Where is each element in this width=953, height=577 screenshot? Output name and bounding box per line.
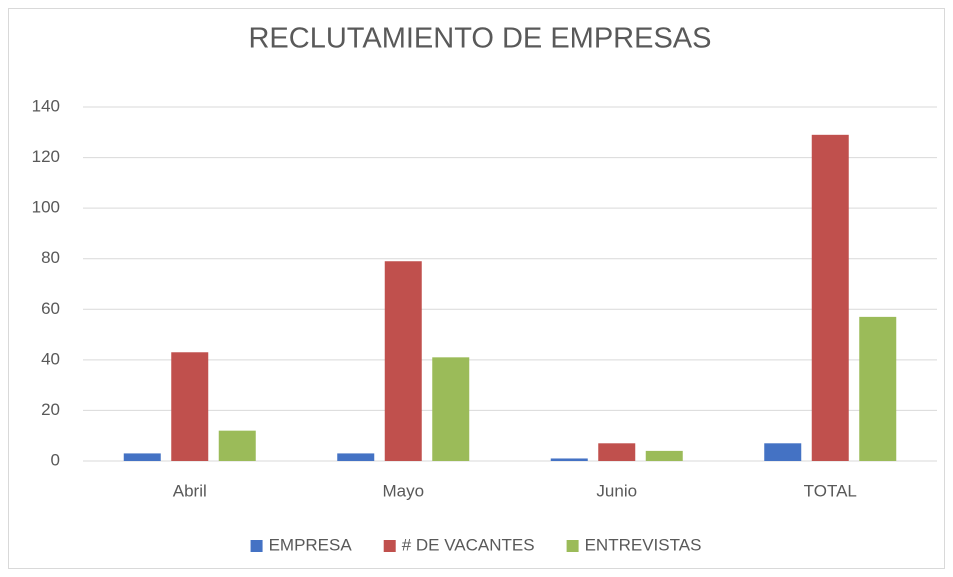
bar — [645, 450, 683, 461]
chart-border — [8, 8, 945, 569]
bar — [859, 316, 897, 461]
legend-label: # DE VACANTES — [402, 535, 535, 554]
bar — [384, 261, 422, 461]
bar — [811, 134, 849, 462]
x-tick-label: Mayo — [382, 481, 424, 500]
legend-label: EMPRESA — [269, 535, 353, 554]
bar — [764, 443, 802, 461]
legend-swatch — [250, 540, 263, 552]
x-tick-label: Abril — [173, 481, 207, 500]
x-tick-label: TOTAL — [804, 481, 857, 500]
y-tick-label: 20 — [41, 400, 60, 419]
legend-swatch — [566, 540, 579, 552]
y-tick-label: 40 — [41, 349, 60, 368]
x-tick-label: Junio — [596, 481, 637, 500]
y-tick-label: 120 — [32, 147, 60, 166]
legend-swatch — [383, 540, 396, 552]
y-tick-label: 100 — [32, 198, 60, 217]
legend-label: ENTREVISTAS — [585, 535, 702, 554]
bar — [598, 443, 636, 461]
bar — [432, 357, 470, 461]
y-tick-label: 140 — [32, 96, 60, 115]
chart-title: RECLUTAMIENTO DE EMPRESAS — [248, 23, 711, 55]
y-tick-label: 80 — [41, 248, 60, 267]
y-tick-label: 0 — [51, 450, 60, 469]
bar — [123, 453, 161, 461]
y-tick-label: 60 — [41, 299, 60, 318]
bar — [171, 352, 209, 461]
bar — [337, 453, 375, 461]
bar — [218, 430, 256, 461]
bar — [550, 458, 588, 461]
